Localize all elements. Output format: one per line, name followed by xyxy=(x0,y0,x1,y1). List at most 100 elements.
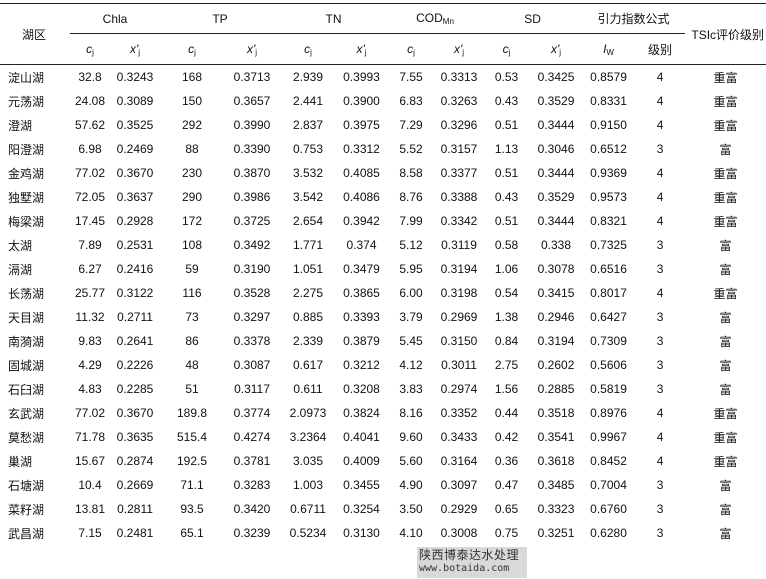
tp-c-cell: 71.1 xyxy=(180,478,204,492)
chla-x-cell: 0.2641 xyxy=(116,334,154,348)
tp-x-cell: 0.3378 xyxy=(233,334,271,348)
sd-x-cell: 0.3485 xyxy=(537,478,575,492)
tn-c-cell: 2.339 xyxy=(292,334,324,348)
sd-x-cell: 0.3425 xyxy=(537,70,575,84)
watermark-line-2: www.botaida.com xyxy=(419,563,510,574)
tp-c-cell: 515.4 xyxy=(176,430,208,444)
tn-c-cell: 1.051 xyxy=(292,262,324,276)
cod-c-cell: 5.95 xyxy=(399,262,423,276)
tp-x-cell: 0.3390 xyxy=(233,142,271,156)
tp-c-cell: 86 xyxy=(185,334,199,348)
sd-c-cell: 0.42 xyxy=(494,430,519,444)
lake-name-cell: 元荡湖 xyxy=(8,94,45,109)
tp-c-cell: 65.1 xyxy=(180,526,204,540)
sd-c-cell: 0.84 xyxy=(494,334,519,348)
tn-x-cell: 0.4009 xyxy=(343,454,380,468)
table-body: 淀山湖 32.8 0.3243 168 0.3713 2.939 0.3993 7.55 0.3… xyxy=(0,65,766,546)
chla-c-cell: 6.98 xyxy=(78,142,102,156)
watermark: 陕西博泰达水处理 www.botaida.com xyxy=(417,547,527,578)
chla-x-cell: 0.3637 xyxy=(116,190,154,204)
sd-c-cell: 0.43 xyxy=(494,94,519,108)
symbol: x' xyxy=(356,41,365,56)
tn-concentration-header: cj xyxy=(280,33,336,65)
cod-c-cell: 5.12 xyxy=(399,238,423,252)
table-row: 天目湖 11.32 0.2711 73 0.3297 0.885 0.3393 3.79 0.2… xyxy=(0,305,766,329)
symbol-subscript: j xyxy=(255,47,258,57)
sd-x-cell: 0.2885 xyxy=(537,382,575,396)
chla-c-cell: 15.67 xyxy=(74,454,106,468)
tp-x-cell: 0.3713 xyxy=(233,70,271,84)
chla-c-cell: 7.15 xyxy=(78,526,102,540)
cod-x-cell: 0.3008 xyxy=(440,526,478,540)
tsi-level-cell: 富 xyxy=(719,358,732,373)
tn-c-cell: 0.6711 xyxy=(290,502,326,516)
chla-x-cell: 0.2469 xyxy=(116,142,154,156)
cod-c-cell: 6.00 xyxy=(399,286,423,300)
sd-x-cell: 0.338 xyxy=(541,238,572,252)
symbol: c xyxy=(86,41,93,56)
tp-c-cell: 48 xyxy=(185,358,199,372)
tn-x-cell: 0.3900 xyxy=(343,94,380,108)
sd-c-cell: 2.75 xyxy=(494,358,519,372)
tsi-level-cell: 富 xyxy=(719,334,732,349)
symbol-subscript: j xyxy=(508,47,511,57)
tp-x-cell: 0.3657 xyxy=(233,94,271,108)
tsi-level-cell: 富 xyxy=(719,502,732,517)
sd-x-cell: 0.3518 xyxy=(537,406,575,420)
lake-name-cell: 阳澄湖 xyxy=(8,142,45,157)
iw-value-cell: 0.6427 xyxy=(590,310,627,324)
level-cell: 4 xyxy=(656,190,664,204)
iw-value-cell: 0.6512 xyxy=(590,142,627,156)
lake-name-cell: 太湖 xyxy=(8,238,33,253)
chla-c-cell: 72.05 xyxy=(74,190,106,204)
table-row: 石臼湖 4.83 0.2285 51 0.3117 0.611 0.3208 3.83 0.29… xyxy=(0,377,766,401)
lake-name-cell: 莫愁湖 xyxy=(8,430,45,445)
cod-c-cell: 6.83 xyxy=(399,94,423,108)
iw-value-cell: 0.5606 xyxy=(590,358,627,372)
level-cell: 4 xyxy=(656,214,664,228)
lake-name-cell: 澄湖 xyxy=(8,118,33,133)
watermark-line-1: 陕西博泰达水处理 xyxy=(419,548,520,562)
cod-x-cell: 0.3388 xyxy=(440,190,478,204)
cod-c-cell: 4.10 xyxy=(399,526,423,540)
cod-c-cell: 5.45 xyxy=(399,334,423,348)
tp-x-cell: 0.3297 xyxy=(233,310,271,324)
tn-x-cell: 0.3865 xyxy=(343,286,380,300)
level-cell: 3 xyxy=(656,262,664,276)
level-cell: 3 xyxy=(656,382,664,396)
tn-x-cell: 0.3130 xyxy=(343,526,380,540)
tsi-level-cell: 重富 xyxy=(713,430,738,445)
symbol: x' xyxy=(550,41,560,56)
tp-c-cell: 150 xyxy=(181,94,203,108)
tn-c-cell: 0.5234 xyxy=(289,526,327,540)
lake-name-cell: 淀山湖 xyxy=(8,70,45,85)
tsi-level-cell: 富 xyxy=(719,142,732,157)
symbol-subscript: j xyxy=(194,47,196,57)
chla-group-header: Chla xyxy=(102,11,128,26)
tn-x-cell: 0.3312 xyxy=(343,142,380,156)
cod-c-cell: 4.12 xyxy=(399,358,423,372)
sd-c-cell: 0.58 xyxy=(494,238,519,252)
symbol-subscript: j xyxy=(364,47,367,57)
chla-x-cell: 0.3122 xyxy=(116,286,154,300)
lake-name-cell: 独墅湖 xyxy=(8,190,45,205)
cod-c-cell: 8.16 xyxy=(399,406,423,420)
sd-x-cell: 0.3444 xyxy=(537,118,575,132)
sd-c-cell: 0.51 xyxy=(494,166,519,180)
sd-x-cell: 0.3251 xyxy=(537,526,575,540)
cod-x-cell: 0.3313 xyxy=(440,70,478,84)
cod-x-cell: 0.3097 xyxy=(440,478,478,492)
tp-group-header: TP xyxy=(212,11,228,26)
iw-value-cell: 0.8976 xyxy=(590,406,627,420)
tsi-level-cell: 重富 xyxy=(713,94,738,109)
chla-c-cell: 9.83 xyxy=(78,334,102,348)
sd-x-cell: 0.3618 xyxy=(537,454,575,468)
symbol: x' xyxy=(453,41,463,56)
tn-x-cell: 0.3393 xyxy=(343,310,380,324)
lake-name-cell: 石塘湖 xyxy=(8,478,45,493)
cod-subscript: Mn xyxy=(442,17,454,26)
chla-c-cell: 77.02 xyxy=(74,406,106,420)
cod-x-cell: 0.3377 xyxy=(440,166,478,180)
level-header: 级别 xyxy=(635,33,686,65)
tn-c-cell: 2.441 xyxy=(292,94,324,108)
